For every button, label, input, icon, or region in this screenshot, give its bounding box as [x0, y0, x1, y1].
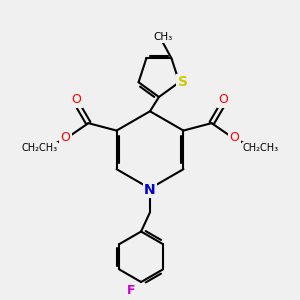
Text: O: O — [71, 94, 81, 106]
Text: O: O — [61, 131, 70, 145]
Text: S: S — [178, 75, 188, 89]
Text: N: N — [144, 183, 156, 197]
Text: CH₃: CH₃ — [153, 32, 172, 42]
Text: O: O — [230, 131, 239, 145]
Text: O: O — [219, 94, 229, 106]
Text: CH₂CH₃: CH₂CH₃ — [243, 143, 279, 153]
Text: F: F — [126, 284, 135, 297]
Text: CH₂CH₃: CH₂CH₃ — [21, 143, 57, 153]
